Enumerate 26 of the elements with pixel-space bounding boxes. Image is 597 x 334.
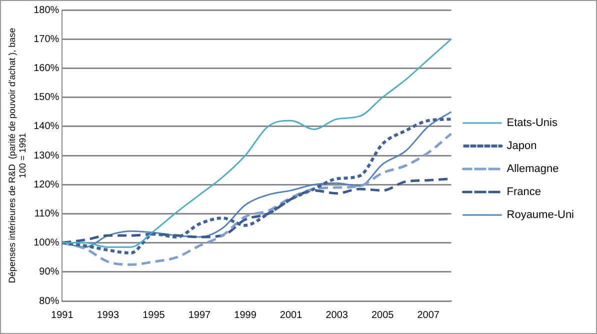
y-tick-label: 110%	[34, 208, 60, 220]
y-tick-label: 100%	[34, 238, 60, 249]
x-tick-label: 2005	[371, 310, 394, 321]
y-tick-label: 120%	[34, 179, 60, 190]
x-tick-label: 2003	[326, 310, 348, 321]
x-tick-label: 1991	[51, 310, 74, 321]
y-tick-label: 150%	[34, 92, 60, 104]
x-tick-label: 1995	[142, 310, 166, 321]
legend-label: Royaume-Uni	[506, 209, 574, 222]
x-tick-label: 1999	[234, 310, 257, 321]
legend-label: Etats-Unis	[506, 117, 558, 130]
y-tick-label: 90%	[39, 266, 60, 278]
y-tick-label: 140%	[34, 121, 60, 132]
legend-label: France	[506, 186, 542, 198]
y-tick-label: 130%	[34, 150, 60, 162]
y-tick-label: 170%	[34, 34, 60, 45]
y-tick-label: 160%	[34, 62, 60, 74]
legend-label: Japon	[506, 140, 537, 152]
legend-label: Allemagne	[506, 163, 559, 176]
x-tick-label: 2007	[417, 310, 440, 321]
x-tick-label: 1997	[188, 310, 212, 321]
y-tick-label: 80%	[39, 296, 60, 307]
y-axis-title: Dépenses intérieures de R&D (parité de pouvoir d'achat ), base 100 = 1991	[6, 28, 28, 284]
x-tick-label: 2001	[280, 310, 303, 321]
x-tick-label: 1993	[96, 310, 120, 321]
y-tick-label: 180%	[34, 4, 60, 16]
